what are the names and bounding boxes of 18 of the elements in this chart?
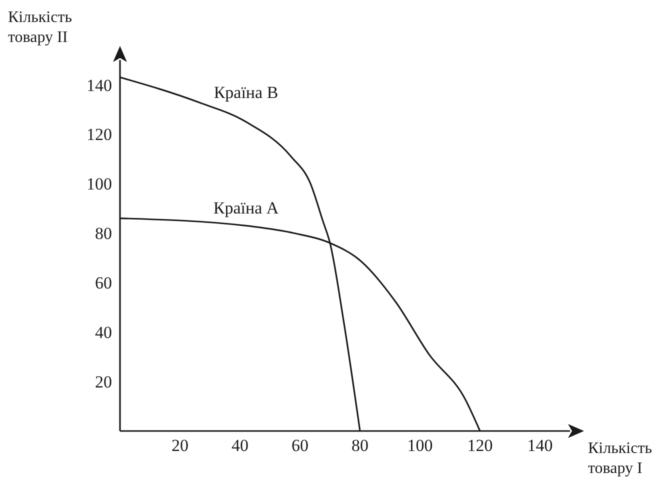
- x-tick-label: 60: [292, 436, 308, 456]
- x-tick-label: 20: [172, 436, 188, 456]
- y-tick-label: 60: [95, 274, 112, 293]
- x-tick-label: 140: [527, 436, 553, 456]
- y-tick-label: 140: [86, 76, 112, 95]
- y-tick-label: 40: [95, 323, 112, 342]
- x-tick-label: 100: [407, 436, 433, 456]
- y-axis-title: Кількість товару II: [8, 8, 74, 48]
- y-tick-label: 100: [86, 174, 112, 194]
- y-tick-label: 20: [95, 372, 112, 392]
- y-tick-label: 120: [86, 125, 112, 144]
- series-label: Країна A: [213, 198, 280, 218]
- x-axis-title: Кількість товару I: [588, 439, 654, 479]
- x-tick-label: 80: [352, 436, 368, 456]
- y-tick-label: 80: [95, 224, 112, 244]
- x-tick-label: 40: [232, 436, 248, 456]
- x-tick-label: 120: [467, 436, 493, 456]
- series-label: Країна B: [214, 82, 278, 102]
